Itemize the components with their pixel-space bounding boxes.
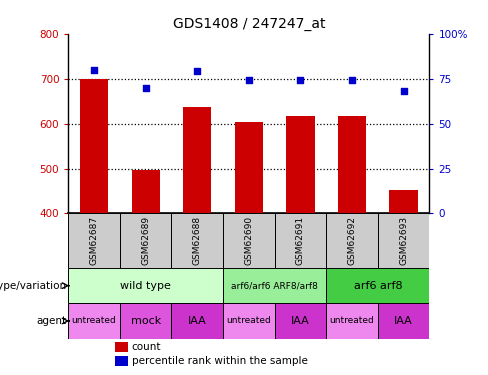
- Bar: [223, 268, 326, 303]
- Bar: [275, 213, 326, 268]
- Bar: [326, 213, 378, 268]
- Bar: [275, 303, 326, 339]
- Bar: [378, 303, 429, 339]
- Text: IAA: IAA: [291, 316, 310, 326]
- Bar: [338, 116, 366, 213]
- Bar: [378, 213, 429, 268]
- Point: [193, 69, 201, 75]
- Text: arf6 arf8: arf6 arf8: [353, 280, 402, 291]
- Bar: [120, 213, 171, 268]
- Bar: [68, 303, 120, 339]
- Bar: [223, 303, 275, 339]
- Bar: [235, 122, 263, 213]
- Text: mock: mock: [131, 316, 161, 326]
- Bar: [326, 268, 429, 303]
- Bar: [115, 356, 128, 366]
- Text: wild type: wild type: [120, 280, 171, 291]
- Bar: [80, 79, 108, 213]
- Title: GDS1408 / 247247_at: GDS1408 / 247247_at: [173, 17, 325, 32]
- Text: GSM62687: GSM62687: [90, 216, 99, 266]
- Bar: [132, 170, 160, 213]
- Text: IAA: IAA: [394, 316, 413, 326]
- Text: GSM62689: GSM62689: [141, 216, 150, 266]
- Text: percentile rank within the sample: percentile rank within the sample: [132, 356, 307, 366]
- Text: count: count: [132, 342, 161, 352]
- Bar: [223, 213, 275, 268]
- Point: [142, 85, 150, 91]
- Text: untreated: untreated: [226, 316, 271, 326]
- Point: [348, 78, 356, 84]
- Bar: [68, 213, 120, 268]
- Bar: [68, 268, 223, 303]
- Point: [400, 88, 407, 94]
- Text: genotype/variation: genotype/variation: [0, 280, 67, 291]
- Text: agent: agent: [37, 316, 67, 326]
- Bar: [171, 213, 223, 268]
- Bar: [286, 116, 315, 213]
- Text: GSM62690: GSM62690: [244, 216, 253, 266]
- Bar: [171, 303, 223, 339]
- Text: GSM62691: GSM62691: [296, 216, 305, 266]
- Text: untreated: untreated: [72, 316, 117, 326]
- Text: untreated: untreated: [330, 316, 374, 326]
- Point: [90, 67, 98, 73]
- Text: GSM62693: GSM62693: [399, 216, 408, 266]
- Bar: [120, 303, 171, 339]
- Bar: [389, 190, 418, 213]
- Text: arf6/arf6 ARF8/arf8: arf6/arf6 ARF8/arf8: [231, 281, 318, 290]
- Bar: [326, 303, 378, 339]
- Text: GSM62692: GSM62692: [347, 216, 357, 265]
- Point: [297, 78, 305, 84]
- Text: GSM62688: GSM62688: [193, 216, 202, 266]
- Bar: [183, 107, 211, 213]
- Text: IAA: IAA: [188, 316, 206, 326]
- Point: [245, 78, 253, 84]
- Bar: [115, 342, 128, 352]
